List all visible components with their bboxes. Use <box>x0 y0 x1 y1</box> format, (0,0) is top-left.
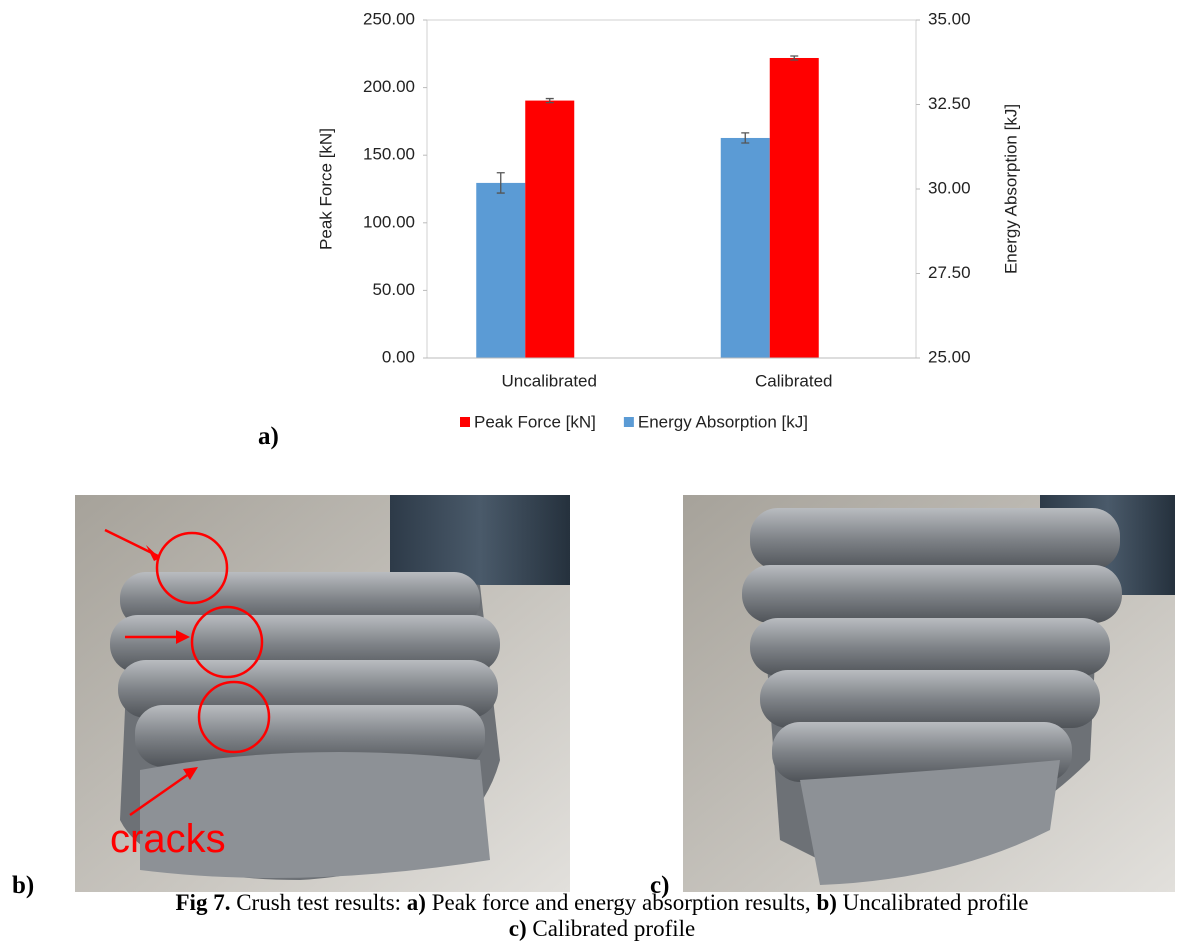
legend-label: Peak Force [kN] <box>474 412 596 431</box>
bar <box>525 100 575 359</box>
error-bar <box>496 172 505 194</box>
y2-axis-title: Energy Absorption [kJ] <box>1001 104 1020 274</box>
caption-line: c) Calibrated profile <box>509 916 695 941</box>
caption-run: c) <box>509 916 527 941</box>
y2-tick-label: 25.00 <box>928 347 971 366</box>
y-tick-label: 250.00 <box>363 9 415 28</box>
x-tick-label: Uncalibrated <box>502 371 597 390</box>
y2-tick-label: 27.50 <box>928 263 971 282</box>
legend-label: Energy Absorption [kJ] <box>638 412 808 431</box>
y-tick-label: 150.00 <box>363 145 415 164</box>
y2-tick-label: 32.50 <box>928 94 971 113</box>
caption-run: Calibrated profile <box>527 916 696 941</box>
caption-run: Peak force and energy absorption results… <box>426 890 816 915</box>
panel-label: b) <box>12 872 34 899</box>
bar <box>476 182 526 358</box>
x-tick-label: Calibrated <box>755 371 833 390</box>
error-bar <box>741 132 750 144</box>
error-bar <box>790 55 799 61</box>
caption: Fig 7. Crush test results: a) Peak force… <box>176 890 1029 941</box>
bar <box>769 57 819 358</box>
caption-run: b) <box>816 890 836 915</box>
caption-run: Uncalibrated profile <box>837 890 1029 915</box>
annotation: cracks <box>110 817 226 861</box>
caption-run: Crush test results: <box>230 890 406 915</box>
y-tick-label: 200.00 <box>363 77 415 96</box>
y-tick-label: 0.00 <box>382 347 415 366</box>
legend-swatch <box>460 417 470 427</box>
photo-uncalibrated: cracks <box>75 495 570 892</box>
chart: 0.00 50.00 100.00 150.00 200.00 250.00 25.00 27… <box>316 9 1020 431</box>
y-tick-label: 100.00 <box>363 212 415 231</box>
caption-run: a) <box>407 890 426 915</box>
panel-label: c) <box>650 872 669 899</box>
error-bar <box>545 97 554 104</box>
panel-label: a) <box>258 423 279 450</box>
bar <box>720 137 770 358</box>
y-axis-title: Peak Force [kN] <box>316 128 335 250</box>
caption-run: Fig 7. <box>176 890 231 915</box>
y-tick-label: 50.00 <box>372 280 415 299</box>
caption-line: Fig 7. Crush test results: a) Peak force… <box>176 890 1029 915</box>
y2-tick-label: 30.00 <box>928 178 971 197</box>
legend-swatch <box>623 417 634 427</box>
y2-tick-label: 35.00 <box>928 9 971 28</box>
photo-calibrated <box>683 495 1175 892</box>
